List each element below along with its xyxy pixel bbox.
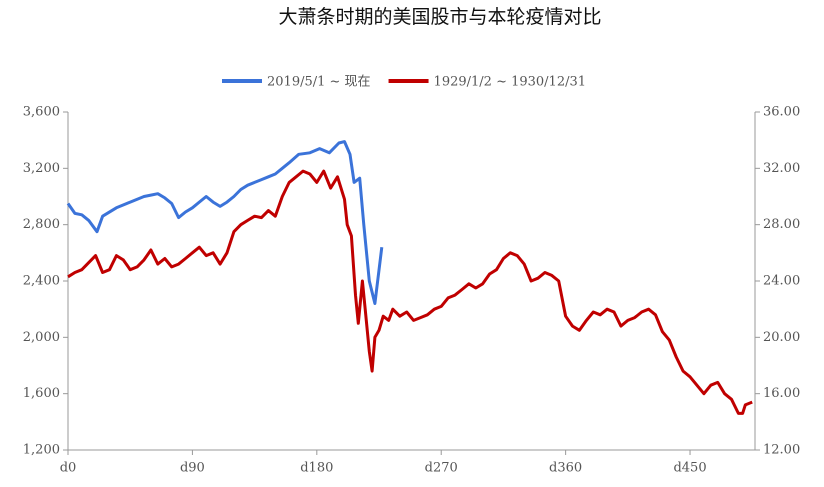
line-series bbox=[66, 140, 384, 305]
y2-tick-label: 24.00 bbox=[763, 274, 800, 289]
legend-label: 2019/5/1 ~ 现在 bbox=[267, 75, 371, 90]
y-tick-label: 3,200 bbox=[23, 161, 60, 176]
chart-title: 大萧条时期的美国股市与本轮疫情对比 bbox=[278, 6, 601, 28]
x-tick-label: d450 bbox=[673, 461, 706, 476]
y2-tick-label: 28.00 bbox=[763, 217, 800, 232]
x-tick-label: d180 bbox=[300, 461, 333, 476]
y-tick-label: 2,800 bbox=[23, 217, 60, 232]
y2-tick-label: 16.00 bbox=[763, 386, 800, 401]
x-tick-label: d90 bbox=[180, 461, 205, 476]
y-tick-label: 1,200 bbox=[23, 443, 60, 458]
x-tick-label: d0 bbox=[60, 461, 77, 476]
y2-tick-label: 12.00 bbox=[763, 443, 800, 458]
x-tick-label: d270 bbox=[425, 461, 458, 476]
y2-tick-label: 36.00 bbox=[763, 105, 800, 120]
line-series bbox=[67, 169, 753, 415]
y2-tick-label: 20.00 bbox=[763, 330, 800, 345]
y-tick-label: 3,600 bbox=[23, 105, 60, 120]
y2-tick-label: 32.00 bbox=[763, 161, 800, 176]
x-tick-label: d360 bbox=[549, 461, 582, 476]
y-tick-label: 2,400 bbox=[23, 274, 60, 289]
legend-label: 1929/1/2 ~ 1930/12/31 bbox=[434, 75, 586, 90]
y-tick-label: 1,600 bbox=[23, 386, 60, 401]
y-tick-label: 2,000 bbox=[23, 330, 60, 345]
